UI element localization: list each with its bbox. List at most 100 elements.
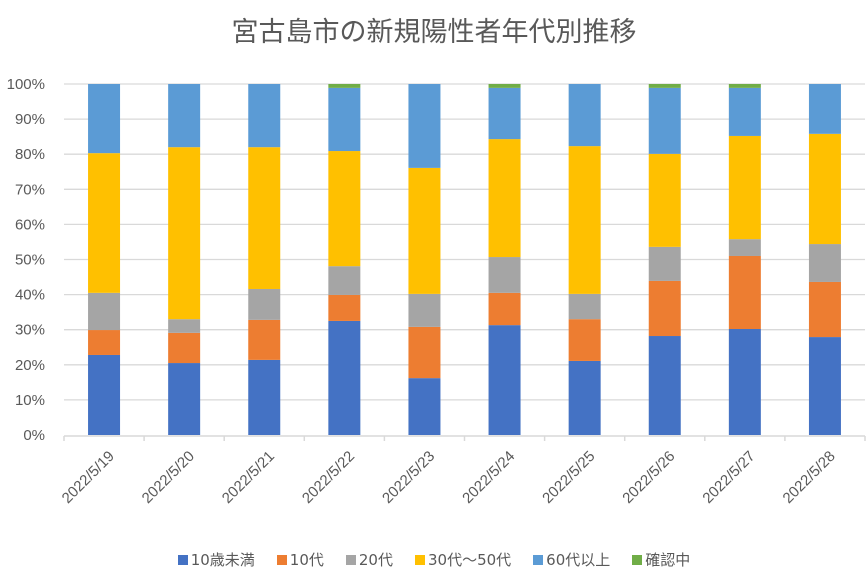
bar-segment bbox=[488, 325, 521, 435]
x-tick-label: 2022/5/21 bbox=[219, 448, 278, 507]
chart-plot: 0% 10% 20% 30% 40% 50% 60% 70% 80% 90% 100% 2022/5… bbox=[7, 76, 866, 507]
bar-segment bbox=[168, 332, 201, 364]
legend-swatch bbox=[177, 554, 188, 565]
bar-segment bbox=[568, 84, 601, 147]
legend-swatch bbox=[345, 554, 356, 565]
legend-label: 30代～50代 bbox=[427, 551, 512, 569]
x-tick-label: 2022/5/27 bbox=[699, 448, 758, 507]
x-tick-label: 2022/5/24 bbox=[459, 448, 518, 507]
bar-segment bbox=[568, 293, 601, 320]
legend-swatch bbox=[533, 554, 544, 565]
bar-segment bbox=[808, 281, 841, 338]
y-tick-label: 60% bbox=[15, 216, 45, 233]
bar-segment bbox=[328, 87, 361, 152]
x-tick-label: 2022/5/22 bbox=[299, 448, 358, 507]
legend-item: 20代 bbox=[345, 549, 393, 570]
bar-segment bbox=[648, 280, 681, 337]
bar-segment bbox=[248, 288, 281, 320]
bar-segment bbox=[168, 147, 201, 320]
bar-segment bbox=[568, 360, 601, 435]
bar-segment bbox=[248, 319, 281, 360]
bar-segment bbox=[568, 146, 601, 294]
y-tick-label: 10% bbox=[15, 392, 45, 409]
bar-segment bbox=[488, 84, 521, 88]
bar-segment bbox=[648, 84, 681, 88]
legend-item: 30代～50代 bbox=[414, 549, 512, 570]
x-tick-label: 2022/5/19 bbox=[59, 448, 118, 507]
legend-label: 10歳未満 bbox=[190, 551, 255, 569]
bar-segment bbox=[648, 153, 681, 247]
bar-segment bbox=[328, 320, 361, 435]
bar-segment bbox=[808, 84, 841, 134]
legend-swatch bbox=[414, 554, 425, 565]
bar-segment bbox=[568, 319, 601, 361]
bar-segment bbox=[88, 330, 121, 355]
bar-segment bbox=[88, 292, 121, 331]
bar-segment bbox=[808, 244, 841, 282]
legend-swatch bbox=[632, 554, 643, 565]
bar-segment bbox=[328, 151, 361, 267]
chart-title: 宮古島市の新規陽性者年代別推移 bbox=[231, 17, 637, 48]
legend-label: 10代 bbox=[289, 551, 324, 569]
bar-segment bbox=[88, 153, 121, 293]
x-tick-label: 2022/5/28 bbox=[780, 448, 839, 507]
bar-segment bbox=[488, 257, 521, 293]
x-tick-label: 2022/5/26 bbox=[619, 448, 678, 507]
bar-segment bbox=[248, 359, 281, 435]
y-tick-label: 0% bbox=[23, 427, 45, 444]
bar-segment bbox=[408, 167, 441, 294]
legend-swatch bbox=[276, 554, 287, 565]
bar-segment bbox=[488, 139, 521, 258]
bar-segment bbox=[728, 135, 761, 240]
bar-segment bbox=[248, 147, 281, 289]
bar-segment bbox=[728, 255, 761, 329]
bar-segment bbox=[168, 84, 201, 148]
bar-segment bbox=[328, 266, 361, 295]
axes bbox=[63, 435, 866, 441]
bar-segment bbox=[808, 337, 841, 435]
bar-segment bbox=[808, 133, 841, 245]
bar-segment bbox=[728, 328, 761, 435]
bar-segment bbox=[168, 319, 201, 333]
x-tick-label: 2022/5/20 bbox=[139, 448, 198, 507]
legend-item: 60代以上 bbox=[533, 549, 610, 570]
legend-label: 確認中 bbox=[645, 551, 691, 569]
y-tick-label: 90% bbox=[15, 111, 45, 128]
y-tick-label: 40% bbox=[15, 287, 45, 304]
bar-segment bbox=[408, 84, 441, 168]
legend-item: 10代 bbox=[276, 549, 324, 570]
legend: 10歳未満 10代 20代 30代～50代 60代以上 確認中 bbox=[0, 549, 868, 570]
y-tick-label: 20% bbox=[15, 357, 45, 374]
y-tick-label: 70% bbox=[15, 181, 45, 198]
y-axis-ticks: 0% 10% 20% 30% 40% 50% 60% 70% 80% 90% 100% bbox=[7, 76, 45, 444]
bar-segment bbox=[488, 87, 521, 140]
bar-segment bbox=[88, 84, 121, 154]
bar-segment bbox=[648, 336, 681, 435]
legend-label: 20代 bbox=[358, 551, 393, 569]
y-tick-label: 100% bbox=[7, 76, 45, 93]
bar-segment bbox=[168, 363, 201, 435]
bar-segment bbox=[248, 84, 281, 148]
bar-segment bbox=[728, 239, 761, 256]
x-tick-label: 2022/5/25 bbox=[539, 448, 598, 507]
legend-item: 確認中 bbox=[632, 549, 690, 570]
y-tick-label: 30% bbox=[15, 322, 45, 339]
legend-item: 10歳未満 bbox=[177, 549, 255, 570]
legend-label: 60代以上 bbox=[546, 551, 611, 569]
bar-segment bbox=[648, 87, 681, 154]
bar-segment bbox=[728, 84, 761, 88]
bar-segment bbox=[328, 294, 361, 321]
y-tick-label: 50% bbox=[15, 252, 45, 269]
bar-segment bbox=[408, 293, 441, 327]
x-axis-ticks: 2022/5/19 2022/5/20 2022/5/21 2022/5/22 2022… bbox=[59, 448, 839, 507]
bar-segment bbox=[408, 326, 441, 379]
y-tick-label: 80% bbox=[15, 146, 45, 163]
bar-segment bbox=[728, 87, 761, 136]
bars bbox=[88, 84, 841, 435]
x-tick-label: 2022/5/23 bbox=[379, 448, 438, 507]
bar-segment bbox=[408, 378, 441, 435]
bar-segment bbox=[328, 84, 361, 88]
bar-segment bbox=[488, 292, 521, 326]
bar-segment bbox=[88, 354, 121, 435]
bar-segment bbox=[648, 246, 681, 281]
